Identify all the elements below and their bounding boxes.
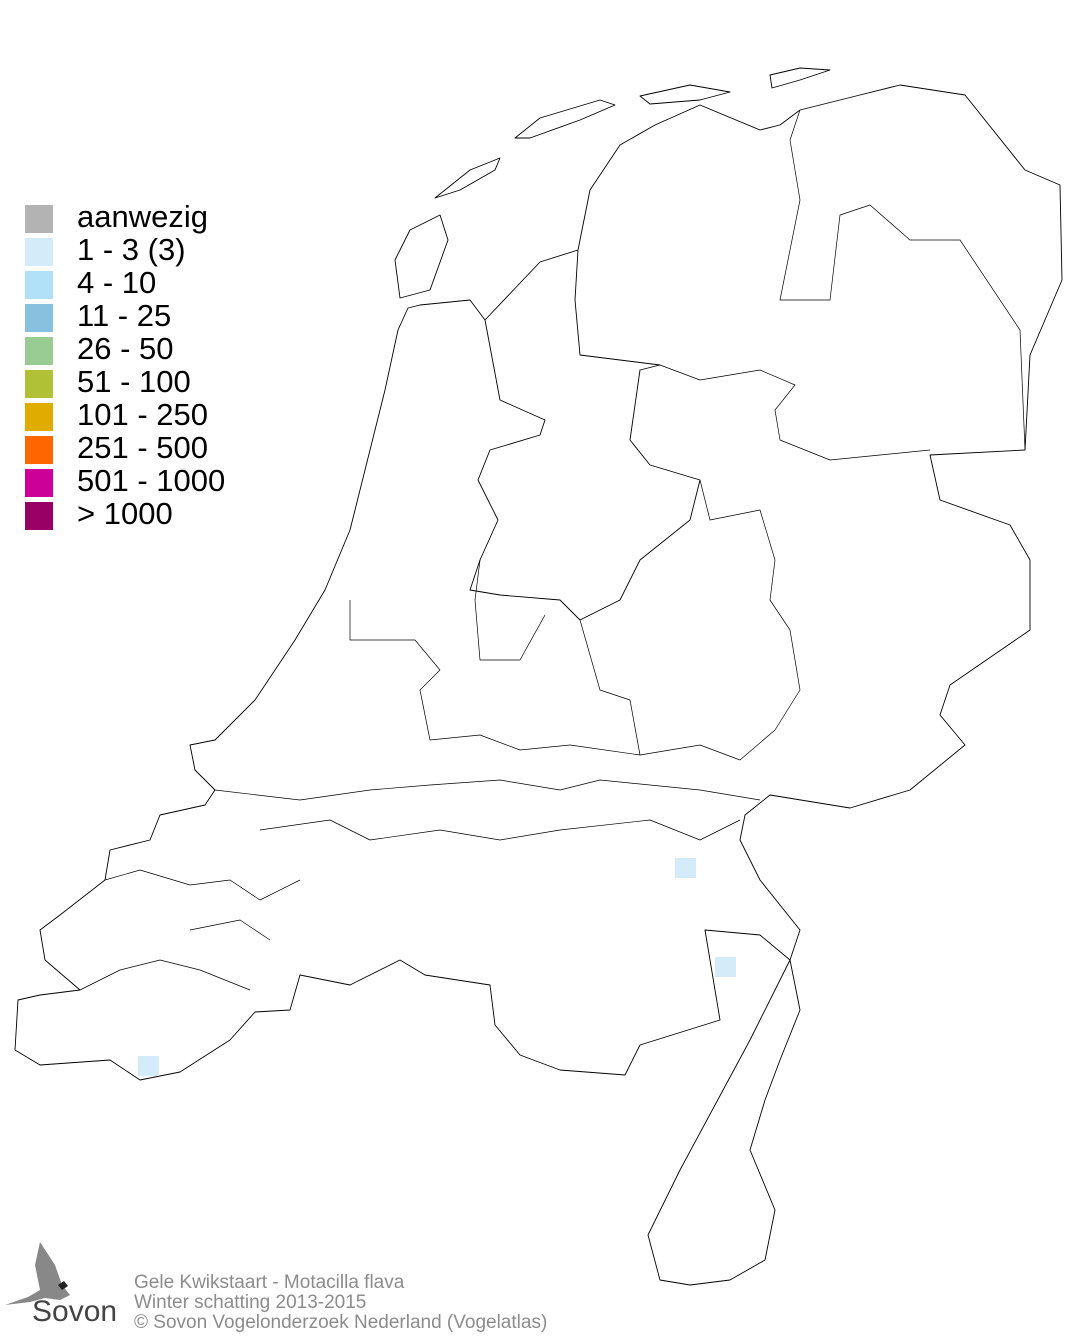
legend-swatch — [25, 238, 53, 266]
schiermonnikoog-island — [769, 67, 831, 89]
legend-label: 4 - 10 — [77, 265, 157, 300]
observation-cells — [138, 858, 736, 1076]
cell-square — [138, 1056, 159, 1076]
logo-text: Sovon — [32, 1295, 118, 1328]
copyright: © Sovon Vogelonderzoek Nederland (Vogela… — [134, 1312, 548, 1333]
texel-island — [394, 214, 449, 299]
legend-label: 26 - 50 — [77, 331, 174, 366]
map-caption: Gele Kwikstaart - Motacilla flava Winter… — [134, 1273, 547, 1333]
legend-swatch — [25, 271, 53, 299]
legend-swatch — [25, 403, 53, 431]
species-name: Gele Kwikstaart - Motacilla flava — [134, 1272, 405, 1293]
legend-label: 11 - 25 — [77, 298, 172, 333]
legend-swatch — [25, 370, 53, 398]
legend-label: 251 - 500 — [77, 430, 208, 465]
legend-label: 51 - 100 — [77, 364, 191, 399]
province-borders — [79, 109, 1026, 991]
swallow-logo-icon — [5, 1242, 70, 1305]
country-outline — [14, 84, 1063, 1286]
legend-label: 1 - 3 (3) — [77, 232, 186, 267]
vlieland-island — [434, 157, 501, 199]
legend-swatch — [25, 337, 53, 365]
legend-label: > 1000 — [77, 496, 173, 531]
cell-square — [675, 858, 696, 878]
legend-swatch — [25, 502, 53, 530]
cell-square — [715, 957, 736, 977]
ijsselmeer-shore — [469, 249, 701, 621]
legend-label: 101 - 250 — [77, 397, 208, 432]
season-label: Winter schatting 2013-2015 — [134, 1292, 367, 1313]
legend-swatch — [25, 469, 53, 497]
ameland-island — [639, 84, 731, 105]
legend-label: 501 - 1000 — [77, 463, 226, 498]
legend-swatch — [25, 205, 53, 233]
legend-swatch — [25, 436, 53, 464]
legend-swatch — [25, 304, 53, 332]
terschelling-island — [514, 99, 616, 139]
legend-label: aanwezig — [77, 199, 208, 234]
